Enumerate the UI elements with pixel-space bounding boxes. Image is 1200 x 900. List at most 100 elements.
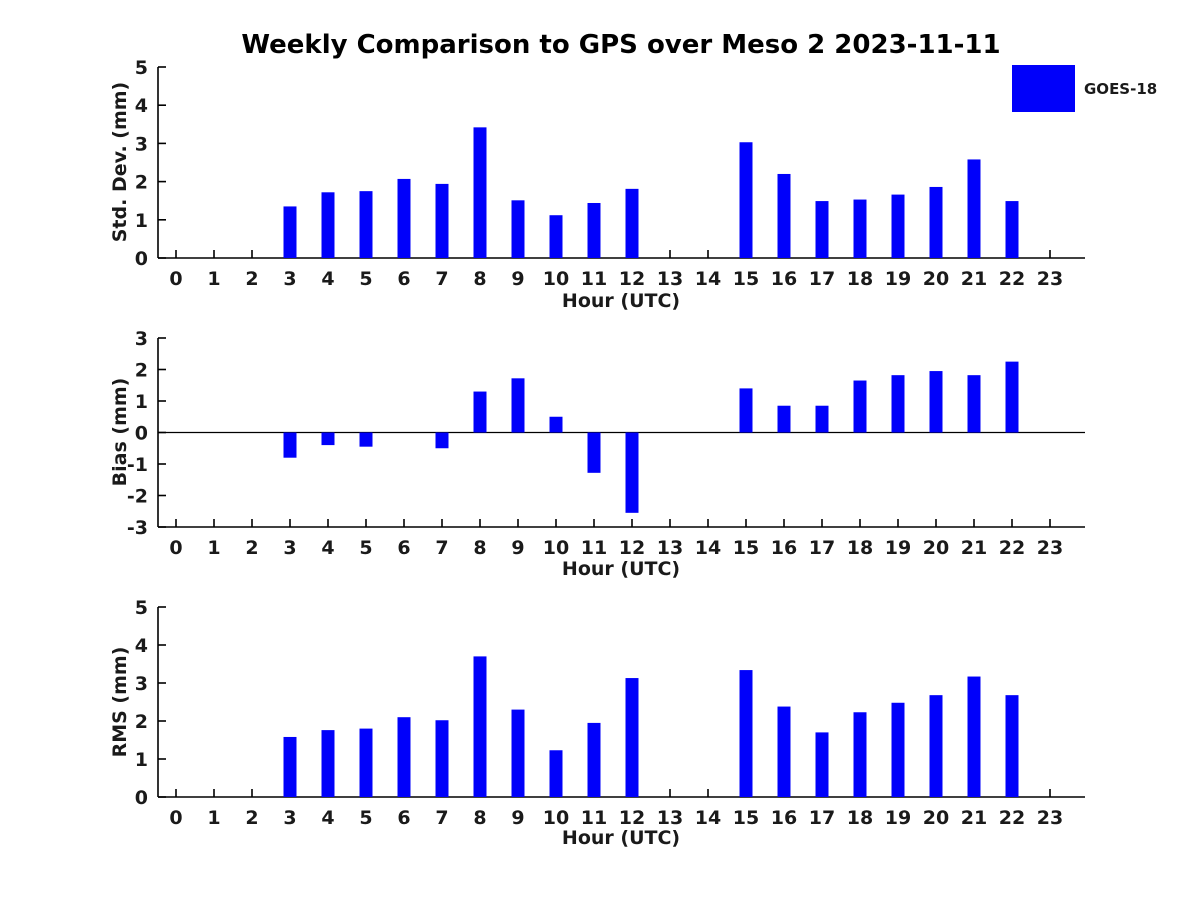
x-tick-label: 6 [397, 268, 410, 290]
y-tick-label: 4 [135, 95, 148, 117]
x-tick-label: 16 [771, 268, 797, 290]
bar-stddev-hour-6 [397, 178, 411, 258]
bar-rms-hour-17 [815, 732, 829, 797]
bar-bias-hour-16 [777, 405, 791, 433]
bar-stddev-hour-18 [853, 199, 867, 258]
bar-stddev-hour-8 [473, 127, 487, 258]
bar-rms-hour-12 [625, 678, 639, 797]
bar-bias-hour-12 [625, 432, 639, 513]
x-tick-label: 13 [657, 268, 683, 290]
bar-bias-hour-7 [435, 432, 449, 449]
x-tick-label: 2 [245, 807, 258, 829]
x-tick-label: 9 [511, 807, 524, 829]
x-tick-label: 0 [169, 537, 182, 559]
x-tick-label: 1 [207, 807, 220, 829]
x-tick-label: 11 [581, 537, 607, 559]
bar-rms-hour-21 [967, 676, 981, 797]
bar-stddev-hour-10 [549, 215, 563, 258]
bar-bias-hour-8 [473, 391, 487, 433]
x-tick-label: 18 [847, 537, 873, 559]
bar-bias-hour-9 [511, 378, 525, 433]
y-axis-label-rms: RMS (mm) [109, 646, 131, 758]
x-tick-label: 20 [923, 268, 949, 290]
x-tick-label: 7 [435, 537, 448, 559]
x-tick-label: 14 [695, 268, 721, 290]
y-tick-label: 3 [135, 328, 148, 350]
x-tick-label: 15 [733, 537, 759, 559]
bar-rms-hour-18 [853, 712, 867, 797]
bar-rms-hour-3 [283, 736, 297, 797]
x-tick-label: 17 [809, 537, 835, 559]
x-tick-label: 18 [847, 268, 873, 290]
bar-bias-hour-11 [587, 432, 601, 473]
x-tick-label: 15 [733, 268, 759, 290]
x-tick-label: 8 [473, 807, 486, 829]
x-tick-label: 6 [397, 537, 410, 559]
x-axis-label-rms: Hour (UTC) [561, 827, 681, 849]
bar-stddev-hour-17 [815, 201, 829, 258]
x-tick-label: 16 [771, 537, 797, 559]
x-tick-label: 5 [359, 537, 372, 559]
y-tick-label: 5 [135, 57, 148, 79]
bar-stddev-hour-22 [1005, 201, 1019, 258]
bar-rms-hour-15 [739, 670, 753, 797]
bar-bias-hour-5 [359, 432, 373, 447]
bar-rms-hour-19 [891, 702, 905, 797]
x-tick-label: 9 [511, 268, 524, 290]
bar-stddev-hour-15 [739, 142, 753, 258]
x-tick-label: 0 [169, 268, 182, 290]
y-tick-label: 0 [135, 787, 148, 809]
x-tick-label: 9 [511, 537, 524, 559]
bar-rms-hour-4 [321, 730, 335, 797]
y-tick-label: 1 [135, 210, 148, 232]
bar-bias-hour-20 [929, 371, 943, 433]
y-tick-label: -3 [127, 517, 148, 539]
x-tick-label: 20 [923, 537, 949, 559]
x-tick-label: 5 [359, 807, 372, 829]
x-tick-label: 23 [1037, 807, 1063, 829]
bar-rms-hour-6 [397, 717, 411, 797]
bar-stddev-hour-21 [967, 159, 981, 258]
x-tick-label: 6 [397, 807, 410, 829]
x-tick-label: 10 [543, 807, 569, 829]
bar-stddev-hour-12 [625, 188, 639, 258]
x-tick-label: 17 [809, 268, 835, 290]
x-tick-label: 12 [619, 807, 645, 829]
x-tick-label: 12 [619, 268, 645, 290]
bar-stddev-hour-7 [435, 183, 449, 258]
x-tick-label: 17 [809, 807, 835, 829]
y-tick-label: -1 [127, 454, 148, 476]
y-tick-label: 5 [135, 597, 148, 619]
bar-rms-hour-10 [549, 750, 563, 797]
x-tick-label: 3 [283, 807, 296, 829]
x-tick-label: 10 [543, 537, 569, 559]
y-axis-label-bias: Bias (mm) [109, 377, 131, 487]
y-tick-label: 2 [135, 172, 148, 194]
x-tick-label: 22 [999, 268, 1025, 290]
y-tick-label: 0 [135, 423, 148, 445]
x-tick-label: 3 [283, 268, 296, 290]
x-tick-label: 1 [207, 268, 220, 290]
bar-rms-hour-22 [1005, 695, 1019, 797]
bar-bias-hour-4 [321, 432, 335, 446]
y-tick-label: 0 [135, 248, 148, 270]
bar-bias-hour-15 [739, 388, 753, 433]
y-tick-label: -2 [127, 486, 148, 508]
x-tick-label: 22 [999, 537, 1025, 559]
bar-bias-hour-19 [891, 375, 905, 433]
legend: GOES-18 [1012, 65, 1157, 112]
y-tick-label: 1 [135, 749, 148, 771]
bar-bias-hour-17 [815, 405, 829, 433]
x-tick-label: 21 [961, 268, 987, 290]
x-tick-label: 13 [657, 807, 683, 829]
y-tick-label: 2 [135, 360, 148, 382]
y-tick-label: 4 [135, 635, 148, 657]
bar-bias-hour-3 [283, 432, 297, 458]
x-tick-label: 0 [169, 807, 182, 829]
y-axis-label-stddev: Std. Dev. (mm) [109, 81, 131, 243]
x-tick-label: 4 [321, 268, 334, 290]
x-tick-label: 13 [657, 537, 683, 559]
x-tick-label: 16 [771, 807, 797, 829]
